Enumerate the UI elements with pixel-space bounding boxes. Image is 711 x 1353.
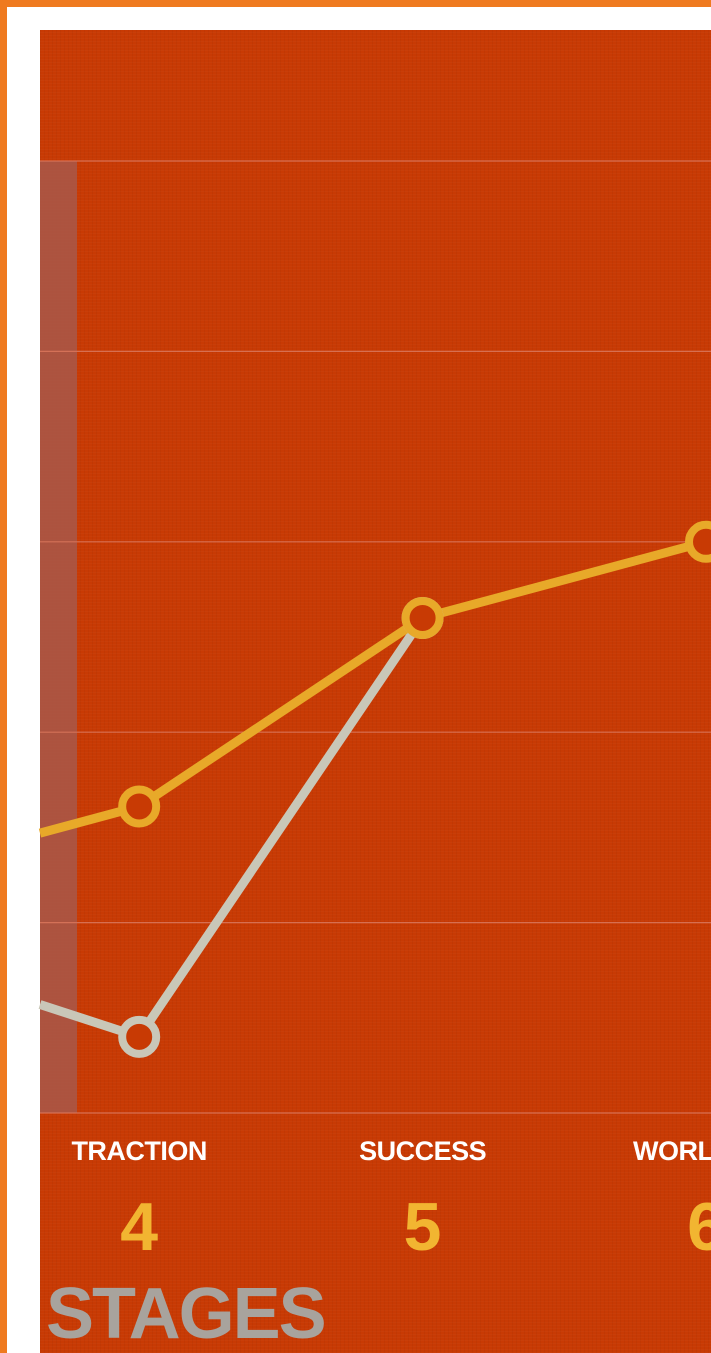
- stage-number: 6: [687, 1189, 711, 1265]
- series-line: [38, 615, 427, 1042]
- stage-label: SUCCESS: [359, 1136, 486, 1166]
- data-point: [685, 520, 711, 563]
- stage-number: 5: [404, 1189, 442, 1265]
- stage-label: TRACTION: [71, 1136, 206, 1166]
- x-axis-title: STAGES: [46, 1274, 325, 1353]
- stage-label: WORLD DO: [633, 1136, 711, 1166]
- data-point: [118, 1015, 161, 1058]
- stage-number: 4: [120, 1189, 158, 1265]
- stage-labels: TRACTION 4 SUCCESS 5 WORLD DO 6: [71, 1136, 711, 1265]
- gridlines: [40, 160, 711, 1114]
- highlight-column: [40, 161, 77, 1113]
- data-point: [401, 596, 444, 639]
- series-points: [118, 520, 711, 1058]
- series-line: [38, 537, 708, 838]
- data-point: [118, 785, 161, 828]
